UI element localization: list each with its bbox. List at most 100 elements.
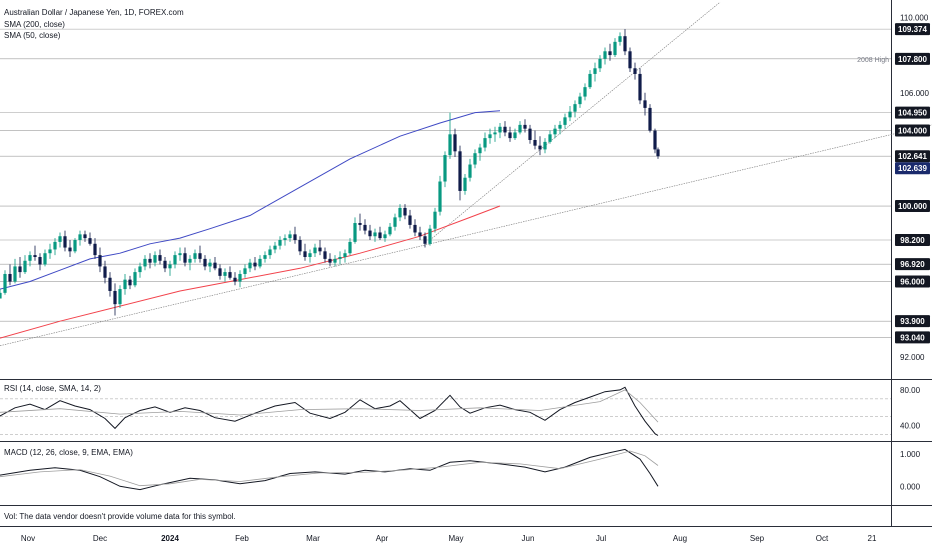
candle-body bbox=[593, 68, 597, 74]
candle-body bbox=[353, 223, 357, 242]
candle-body bbox=[28, 255, 32, 261]
sma50-legend: SMA (50, close) bbox=[4, 31, 61, 40]
candle-body bbox=[333, 258, 337, 263]
candle-body bbox=[438, 181, 442, 212]
candle-body bbox=[568, 111, 572, 118]
trendline bbox=[0, 124, 932, 346]
candle-body bbox=[373, 232, 377, 237]
candle-body bbox=[523, 124, 527, 129]
time-tick-label: Dec bbox=[93, 534, 107, 543]
level-label: 107.800 bbox=[898, 55, 927, 64]
candle-body bbox=[483, 138, 487, 148]
candle-body bbox=[328, 258, 332, 263]
price-level-labels: 109.374 107.800 104.950 104.000 102.641 102.6… bbox=[895, 23, 930, 344]
level-label: 93.900 bbox=[900, 317, 925, 326]
candle-body bbox=[433, 211, 437, 229]
rsi-tick-label: 40.00 bbox=[900, 422, 921, 431]
candle-body bbox=[643, 100, 647, 108]
candle-body bbox=[118, 289, 122, 305]
candle-body bbox=[323, 251, 327, 259]
time-tick-label: Apr bbox=[376, 534, 389, 543]
candle-body bbox=[93, 243, 97, 256]
candle-body bbox=[363, 224, 367, 231]
candle-body bbox=[318, 247, 322, 252]
candle-body bbox=[298, 240, 302, 252]
candle-body bbox=[103, 266, 107, 278]
candle-body bbox=[43, 253, 47, 265]
candle-body bbox=[648, 107, 652, 131]
candle-body bbox=[533, 139, 537, 146]
candle-body bbox=[183, 253, 187, 263]
candle-body bbox=[238, 273, 242, 282]
candle-body bbox=[423, 236, 427, 244]
candle-body bbox=[538, 145, 542, 150]
candle-body bbox=[458, 151, 462, 191]
candle-body bbox=[348, 241, 352, 254]
candle-body bbox=[243, 268, 247, 274]
level-label: 96.920 bbox=[900, 260, 925, 269]
candle-body bbox=[193, 253, 197, 259]
candle-body bbox=[8, 273, 12, 282]
candle-body bbox=[603, 51, 607, 59]
candle-body bbox=[178, 253, 182, 256]
candle-body bbox=[653, 130, 657, 150]
candle-body bbox=[273, 245, 277, 250]
candle-body bbox=[158, 255, 162, 261]
macd-tick-label: 0.000 bbox=[900, 482, 921, 491]
sma200-legend: SMA (200, close) bbox=[4, 20, 65, 29]
candles bbox=[0, 29, 660, 316]
candle-body bbox=[3, 273, 7, 293]
candle-body bbox=[153, 255, 157, 263]
candle-body bbox=[218, 268, 222, 276]
candle-body bbox=[428, 228, 432, 244]
candle-body bbox=[338, 256, 342, 259]
candle-body bbox=[48, 249, 52, 254]
time-tick-label: Jun bbox=[522, 534, 535, 543]
candle-body bbox=[448, 134, 452, 156]
candle-body bbox=[73, 240, 77, 252]
rsi-tick-label: 80.00 bbox=[900, 386, 921, 395]
candle-body bbox=[23, 260, 27, 273]
candle-body bbox=[53, 241, 57, 250]
candle-body bbox=[488, 134, 492, 139]
candle-body bbox=[128, 279, 132, 286]
candle-body bbox=[413, 224, 417, 233]
level-label-box bbox=[895, 52, 930, 65]
trendlines bbox=[0, 1, 932, 346]
candle-body bbox=[638, 73, 642, 101]
candle-body bbox=[163, 260, 167, 269]
candle-body bbox=[343, 253, 347, 257]
candle-body bbox=[253, 262, 257, 267]
candle-body bbox=[383, 234, 387, 239]
time-tick-label: Mar bbox=[306, 534, 320, 543]
candle-body bbox=[268, 249, 272, 256]
candle-body bbox=[208, 262, 212, 267]
macd-panel: 1.000 0.000 bbox=[0, 448, 921, 491]
candle-body bbox=[368, 230, 372, 237]
rsi-line bbox=[0, 386, 659, 436]
candle-body bbox=[513, 132, 517, 139]
candle-body bbox=[558, 124, 562, 129]
candle-body bbox=[543, 141, 547, 150]
candle-body bbox=[58, 236, 62, 242]
candle-body bbox=[508, 132, 512, 139]
candle-body bbox=[618, 36, 622, 42]
level-label-box bbox=[895, 275, 930, 288]
candle-body bbox=[13, 266, 17, 282]
candle-body bbox=[83, 234, 87, 239]
candle-body bbox=[18, 266, 22, 273]
candle-body bbox=[278, 240, 282, 246]
candle-body bbox=[258, 258, 262, 267]
level-label: 102.639 bbox=[898, 164, 927, 173]
rsi-panel: 80.00 40.00 bbox=[0, 386, 921, 436]
level-label: 104.000 bbox=[898, 127, 927, 136]
price-tick-label: 92.000 bbox=[900, 353, 925, 362]
candle-body bbox=[303, 251, 307, 257]
candle-body bbox=[563, 117, 567, 125]
candle-body bbox=[358, 223, 362, 225]
candle-body bbox=[223, 272, 227, 276]
candle-body bbox=[308, 253, 312, 257]
candle-body bbox=[173, 255, 177, 265]
